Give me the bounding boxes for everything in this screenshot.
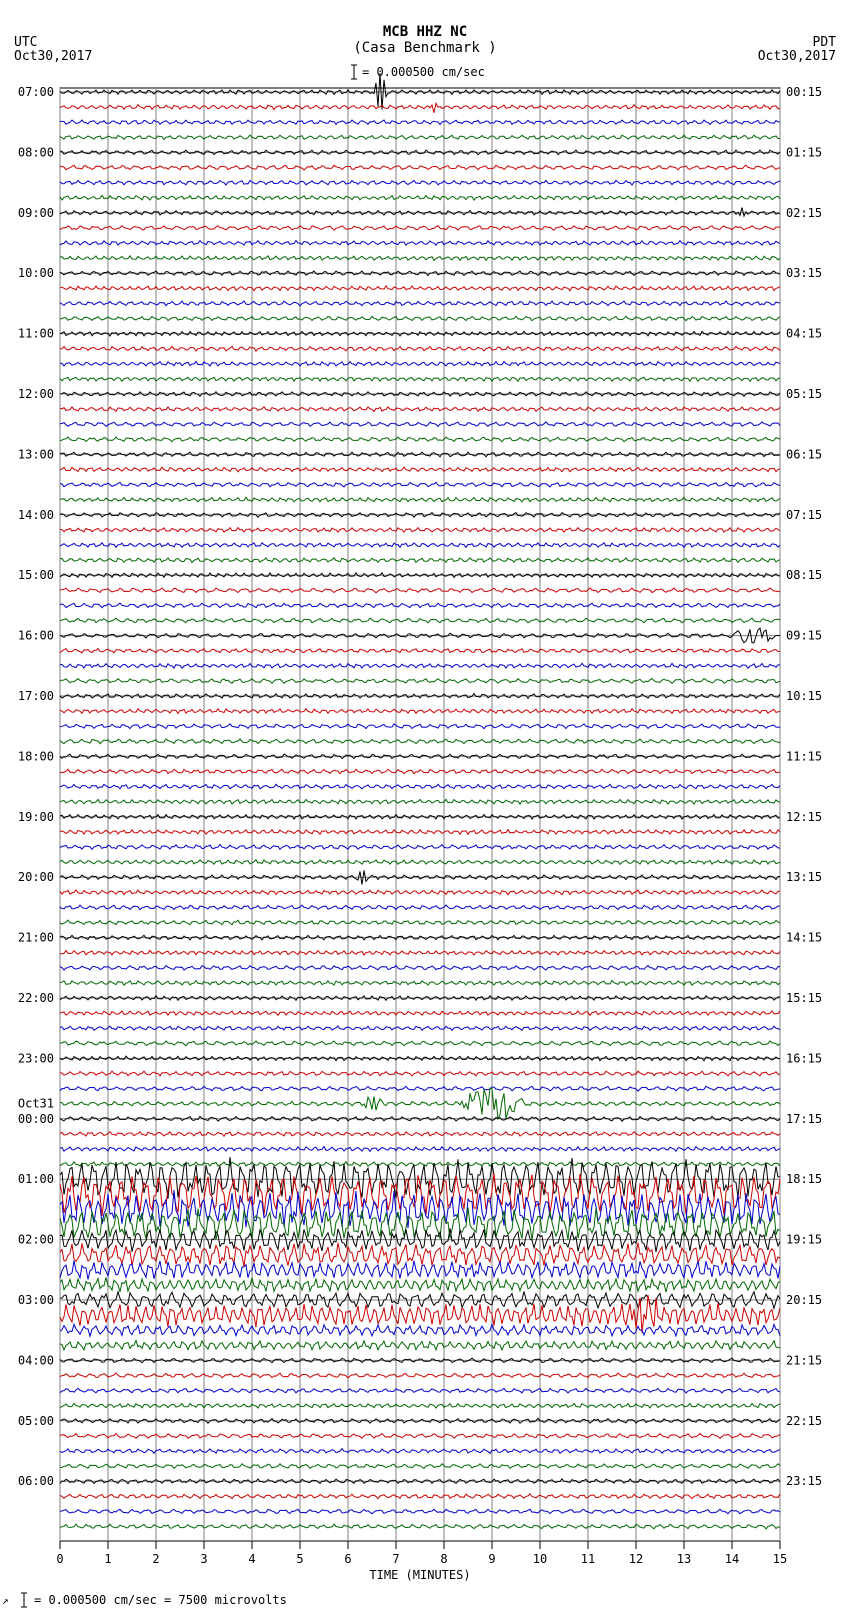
svg-text:03:15: 03:15 (786, 266, 822, 280)
svg-text:07:00: 07:00 (18, 85, 54, 99)
svg-text:0: 0 (56, 1552, 63, 1566)
svg-text:PDT: PDT (813, 35, 837, 50)
svg-text:20:00: 20:00 (18, 870, 54, 884)
svg-text:12: 12 (629, 1552, 643, 1566)
svg-text:Oct30,2017: Oct30,2017 (14, 49, 92, 64)
svg-text:14:15: 14:15 (786, 931, 822, 945)
svg-text:12:00: 12:00 (18, 387, 54, 401)
svg-text:09:00: 09:00 (18, 206, 54, 220)
svg-text:1: 1 (104, 1552, 111, 1566)
svg-text:MCB HHZ NC: MCB HHZ NC (383, 24, 467, 40)
seismogram-chart: MCB HHZ NC(Casa Benchmark ) = 0.000500 cm… (0, 0, 850, 1613)
svg-text:Oct31: Oct31 (18, 1097, 54, 1111)
svg-text:06:00: 06:00 (18, 1474, 54, 1488)
svg-text:TIME (MINUTES): TIME (MINUTES) (369, 1568, 470, 1582)
svg-text:05:00: 05:00 (18, 1414, 54, 1428)
svg-text:6: 6 (344, 1552, 351, 1566)
svg-text:Oct30,2017: Oct30,2017 (758, 49, 836, 64)
svg-text:16:00: 16:00 (18, 629, 54, 643)
svg-text:03:00: 03:00 (18, 1293, 54, 1307)
svg-text:= 0.000500 cm/sec = 7500 mi: = 0.000500 cm/sec = 7500 microvolts (34, 1593, 287, 1607)
svg-text:13:15: 13:15 (786, 870, 822, 884)
svg-text:23:15: 23:15 (786, 1474, 822, 1488)
svg-text:17:15: 17:15 (786, 1112, 822, 1126)
svg-text:UTC: UTC (14, 35, 37, 50)
svg-text:16:15: 16:15 (786, 1051, 822, 1065)
svg-text:09:15: 09:15 (786, 629, 822, 643)
svg-text:06:15: 06:15 (786, 447, 822, 461)
svg-text:10: 10 (533, 1552, 547, 1566)
svg-text:15: 15 (773, 1552, 787, 1566)
svg-text:22:00: 22:00 (18, 991, 54, 1005)
svg-text:11:00: 11:00 (18, 327, 54, 341)
svg-text:00:00: 00:00 (18, 1112, 54, 1126)
seismogram-svg: MCB HHZ NC(Casa Benchmark ) = 0.000500 cm… (0, 0, 850, 1613)
svg-text:3: 3 (200, 1552, 207, 1566)
svg-text:05:15: 05:15 (786, 387, 822, 401)
svg-text:01:00: 01:00 (18, 1172, 54, 1186)
svg-text:04:15: 04:15 (786, 327, 822, 341)
svg-text:13: 13 (677, 1552, 691, 1566)
svg-text:02:15: 02:15 (786, 206, 822, 220)
svg-text:5: 5 (296, 1552, 303, 1566)
svg-text:23:00: 23:00 (18, 1051, 54, 1065)
svg-text:01:15: 01:15 (786, 145, 822, 159)
svg-text:8: 8 (440, 1552, 447, 1566)
svg-text:17:00: 17:00 (18, 689, 54, 703)
svg-text:12:15: 12:15 (786, 810, 822, 824)
svg-text:13:00: 13:00 (18, 447, 54, 461)
svg-text:15:15: 15:15 (786, 991, 822, 1005)
svg-text:↗: ↗ (2, 1594, 9, 1607)
svg-text:18:15: 18:15 (786, 1172, 822, 1186)
svg-text:02:00: 02:00 (18, 1233, 54, 1247)
svg-text:14:00: 14:00 (18, 508, 54, 522)
svg-text:7: 7 (392, 1552, 399, 1566)
svg-text:21:00: 21:00 (18, 931, 54, 945)
svg-text:11:15: 11:15 (786, 749, 822, 763)
svg-text:11: 11 (581, 1552, 595, 1566)
svg-text:20:15: 20:15 (786, 1293, 822, 1307)
svg-text:19:00: 19:00 (18, 810, 54, 824)
svg-text:22:15: 22:15 (786, 1414, 822, 1428)
svg-text:21:15: 21:15 (786, 1353, 822, 1367)
svg-text:08:15: 08:15 (786, 568, 822, 582)
svg-text:04:00: 04:00 (18, 1353, 54, 1367)
svg-text:2: 2 (152, 1552, 159, 1566)
svg-text:19:15: 19:15 (786, 1233, 822, 1247)
svg-text:14: 14 (725, 1552, 739, 1566)
svg-text:10:15: 10:15 (786, 689, 822, 703)
svg-text:10:00: 10:00 (18, 266, 54, 280)
svg-text:15:00: 15:00 (18, 568, 54, 582)
svg-text:4: 4 (248, 1552, 255, 1566)
svg-text:00:15: 00:15 (786, 85, 822, 99)
svg-text:07:15: 07:15 (786, 508, 822, 522)
svg-text:9: 9 (488, 1552, 495, 1566)
svg-text:08:00: 08:00 (18, 145, 54, 159)
svg-text:(Casa Benchmark ): (Casa Benchmark ) (353, 40, 496, 56)
svg-text:18:00: 18:00 (18, 749, 54, 763)
